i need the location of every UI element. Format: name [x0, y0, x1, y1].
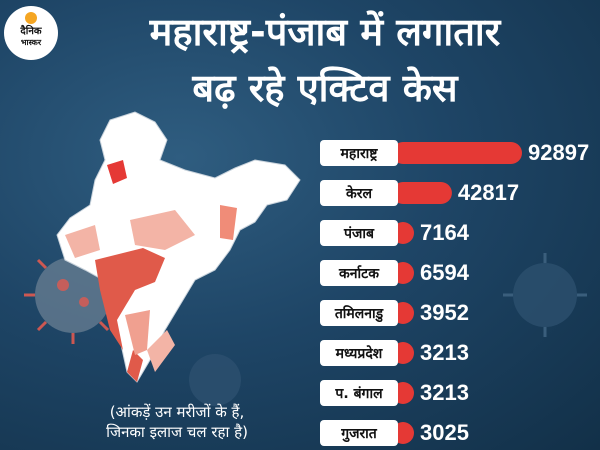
category-label-box-7: [320, 420, 398, 446]
brand-logo: दैनिक भास्कर: [4, 6, 58, 60]
brand-line-2: भास्कर: [20, 38, 42, 47]
map-madhyapradesh: [130, 210, 195, 250]
value-label-5: 3213: [420, 340, 469, 365]
virus-icon-3: [189, 354, 241, 406]
category-label-3: कर्नाटक: [338, 265, 380, 282]
category-label-box-4: [320, 300, 398, 326]
category-label-box-2: [320, 220, 398, 246]
title-line-2: बढ़ रहे एक्टिव केस: [192, 66, 458, 110]
map-punjab: [107, 160, 127, 184]
category-label-6: प. बंगाल: [334, 386, 383, 402]
title-line-1: महाराष्ट्र-पंजाब में लगातार: [149, 10, 501, 54]
category-label-box-1: [320, 180, 398, 206]
value-label-1: 42817: [458, 180, 519, 205]
map-karnataka: [125, 310, 150, 355]
value-label-4: 3952: [420, 300, 469, 325]
footnote-line-1: (आंकड़ें उन मरीजों के हैं,: [109, 403, 245, 421]
category-label-7: गुजरात: [340, 426, 378, 443]
category-label-box-3: [320, 260, 398, 286]
map-kerala: [127, 350, 143, 382]
bar-1: [392, 182, 452, 204]
category-label-box-0: [320, 140, 398, 166]
sun-icon: [25, 12, 37, 24]
value-label-7: 3025: [420, 420, 469, 445]
value-label-6: 3213: [420, 380, 469, 405]
india-map: [56, 111, 301, 383]
value-label-0: 92897: [528, 140, 589, 165]
bar-0: [392, 142, 522, 164]
category-label-5: मध्यप्रदेश: [335, 345, 383, 362]
map-maharashtra: [95, 248, 165, 350]
category-label-box-5: [320, 340, 398, 366]
value-label-3: 6594: [420, 260, 470, 285]
category-label-2: पंजाब: [343, 226, 375, 242]
value-label-2: 7164: [420, 220, 470, 245]
category-label-0: महाराष्ट्र: [340, 146, 379, 162]
virus-icon-2: [503, 253, 587, 337]
page-title: महाराष्ट्र-पंजाब में लगातार बढ़ रहे एक्ट…: [60, 4, 590, 116]
map-westbengal: [220, 205, 237, 240]
footnote-line-2: जिनका इलाज चल रहा है): [106, 423, 248, 441]
map-gujarat: [65, 225, 100, 258]
category-label-box-6: [320, 380, 398, 406]
category-label-4: तमिलनाडु: [334, 305, 384, 323]
category-label-1: केरल: [345, 185, 372, 202]
brand-line-1: दैनिक: [20, 26, 42, 37]
map-tamilnadu: [147, 330, 175, 372]
footnote: (आंकड़ें उन मरीजों के हैं, जिनका इलाज चल…: [48, 402, 306, 442]
